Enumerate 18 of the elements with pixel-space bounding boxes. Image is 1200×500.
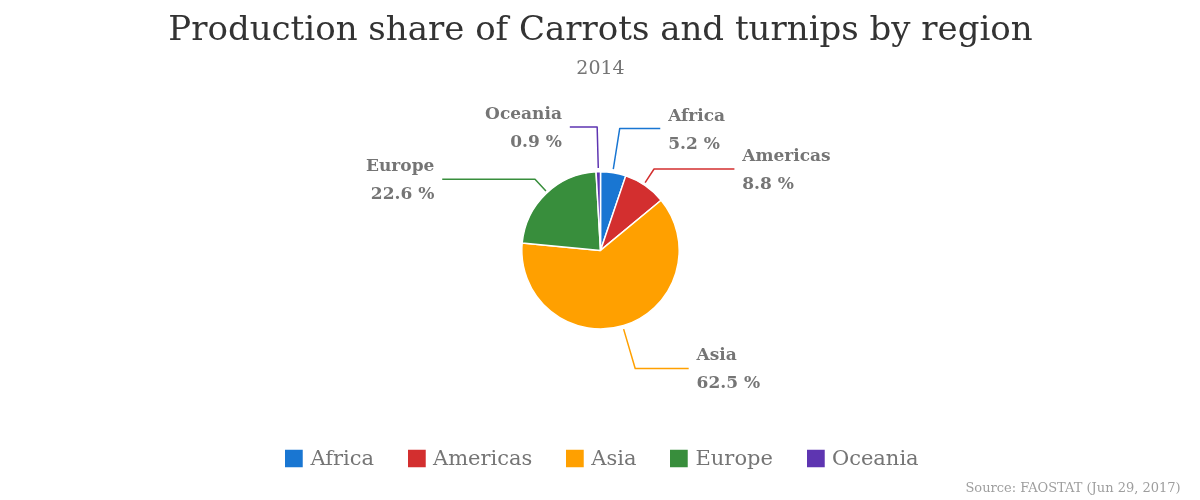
slice-label: Africa [667,104,726,125]
slice-label: Oceania [485,102,562,123]
slice-label: Americas [741,145,831,166]
legend-label: Oceania [831,446,919,470]
data-label: 0.9 % [510,130,562,151]
chart-subtitle: 2014 [576,55,625,78]
legend-label: Europe [695,446,773,470]
legend-label: Africa [310,446,374,470]
data-label: 62.5 % [696,372,761,393]
legend-label: Americas [432,446,533,470]
data-label: 5.2 % [668,132,720,153]
legend-label: Asia [591,446,637,470]
slice-label: Europe [366,155,435,176]
data-label: 22.6 % [370,183,435,204]
data-label: 8.8 % [742,173,794,194]
chart-title: Production share of Carrots and turnips by region [168,7,1033,48]
slice-label: Asia [695,344,737,365]
source-note: Source: FAOSTAT (Jun 29, 2017) [965,480,1181,496]
